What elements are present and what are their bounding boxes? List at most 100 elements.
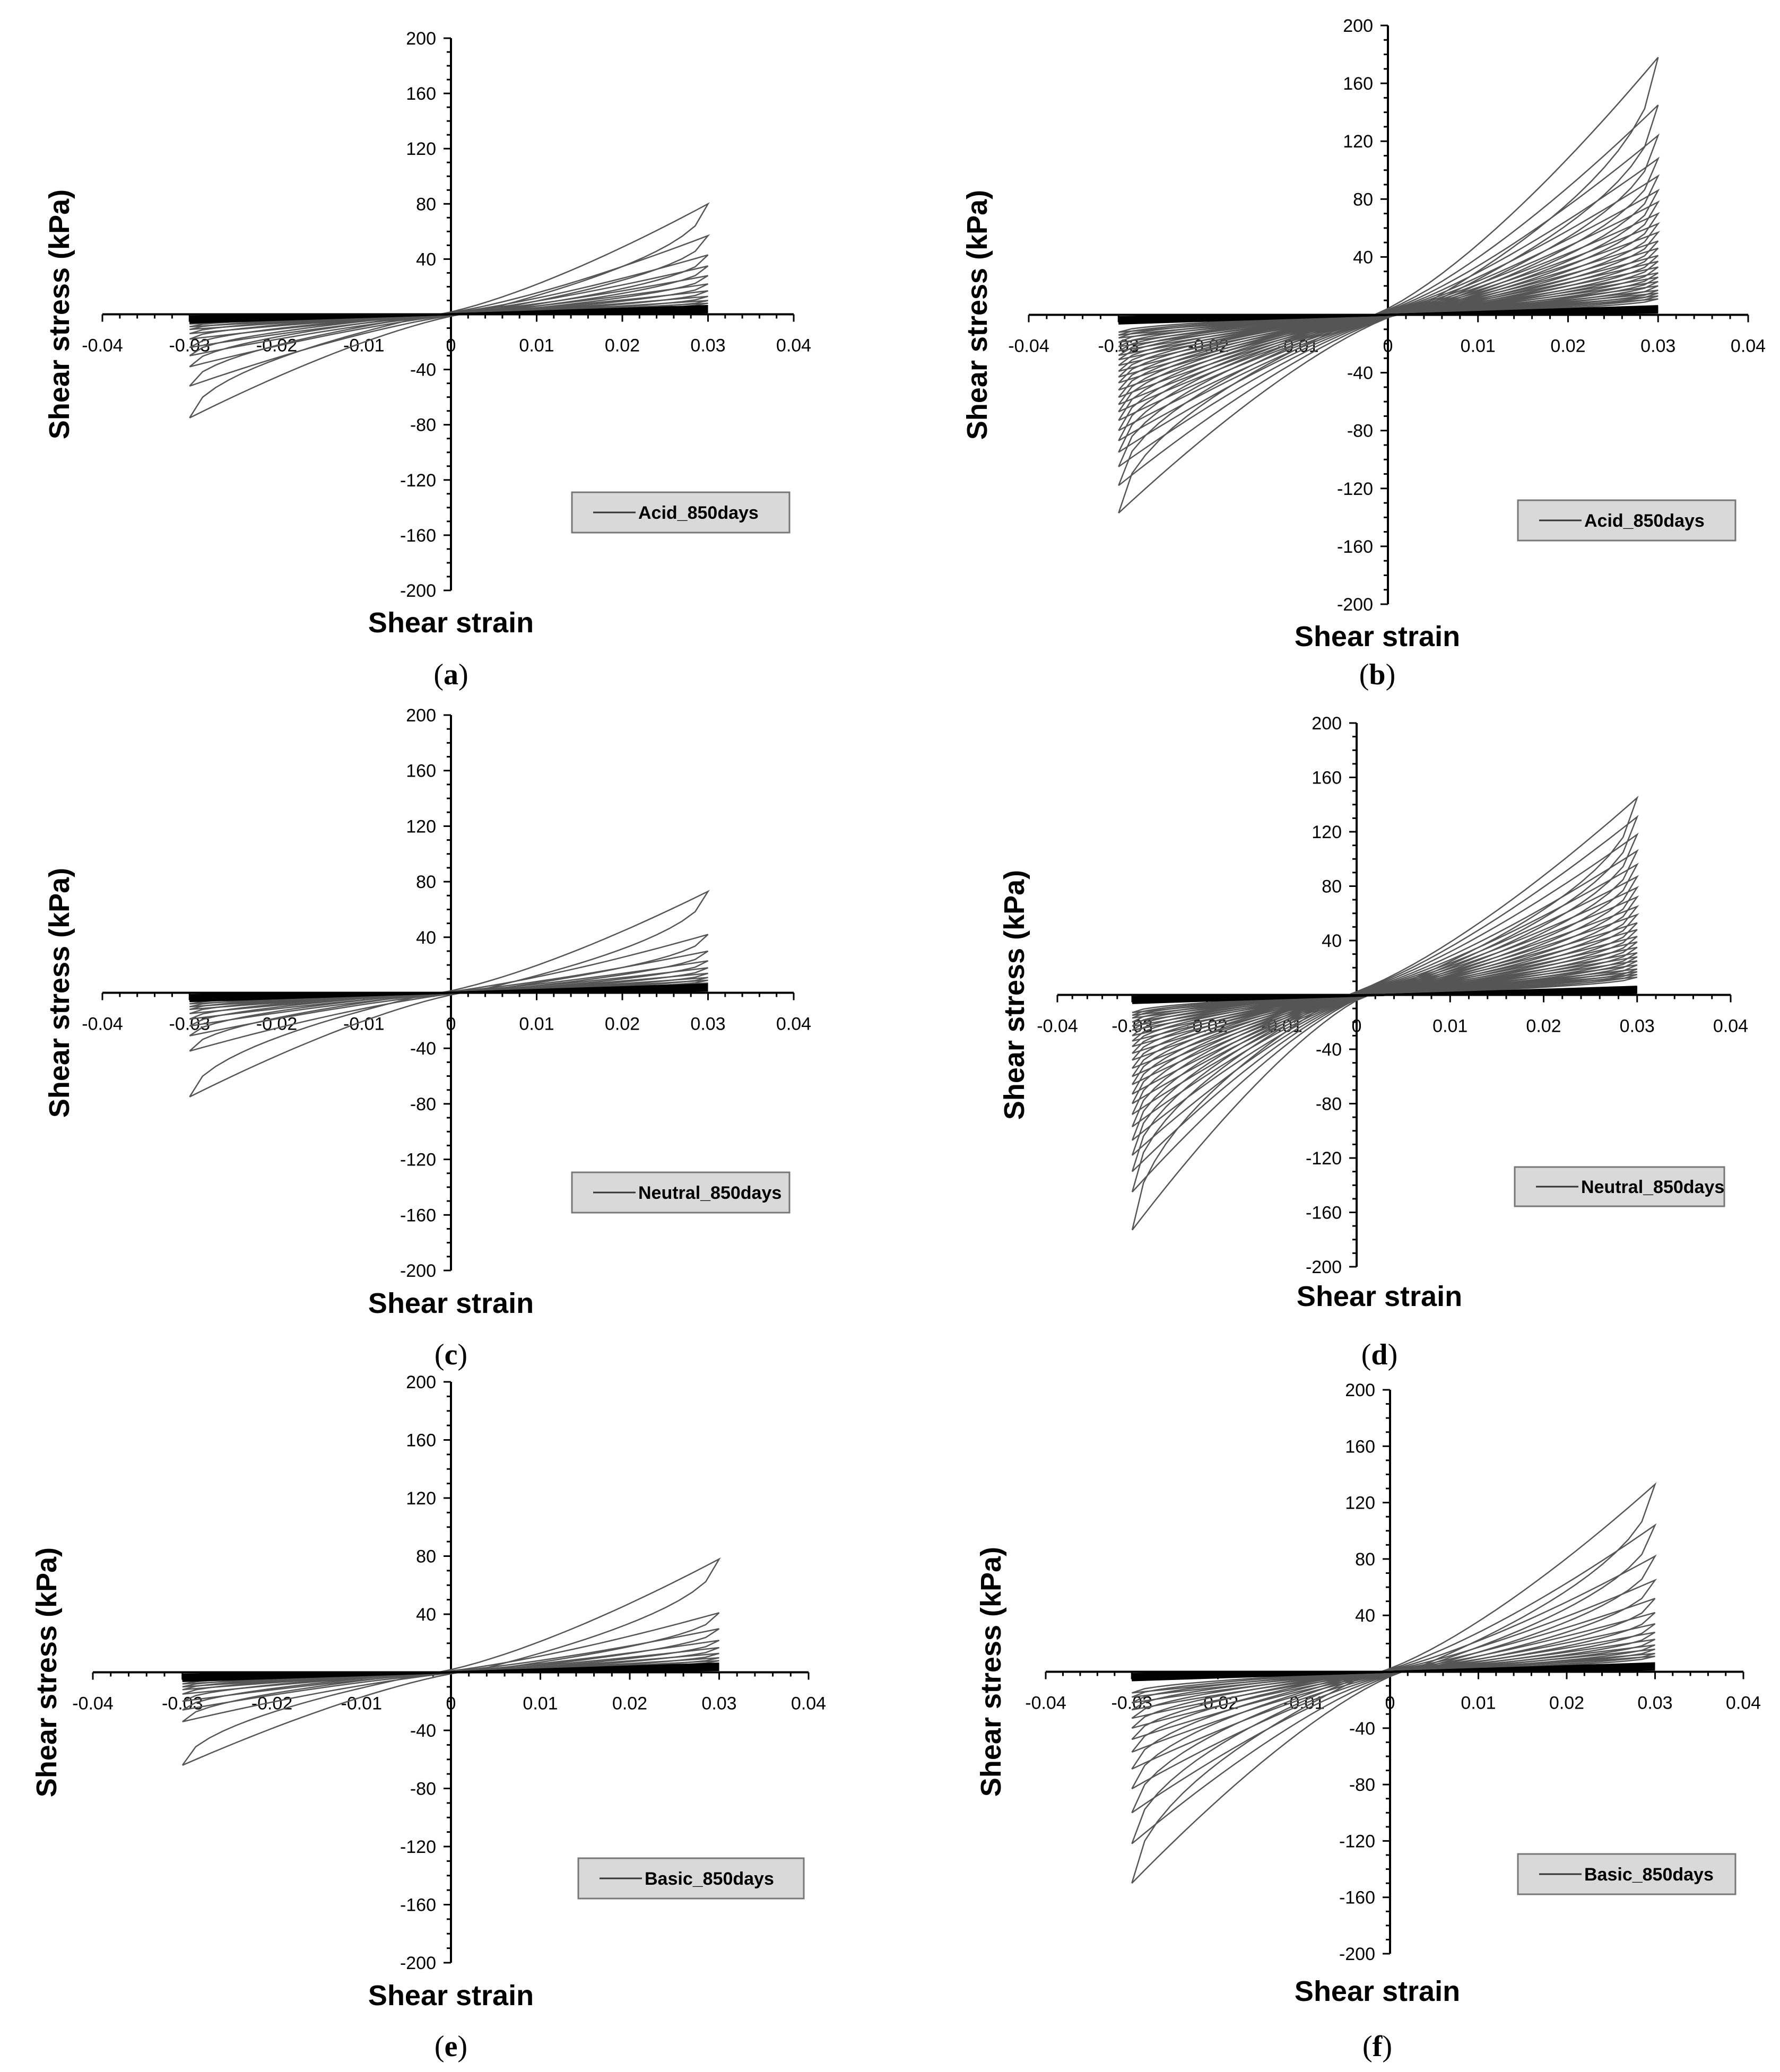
legend: Acid_850days [571,491,791,534]
panel-label: (b) [1359,658,1395,691]
x-tick-label: 0.01 [519,336,554,356]
x-tick-label: 0 [1352,1016,1362,1037]
hysteresis-loop [189,234,710,387]
x-tick-label: 0 [446,1694,456,1714]
chart-panel-f: -0.04 -0.03 -0.02 -0.01 0 0.01 0.02 0.03 0.04200… [975,1380,1761,2063]
hysteresis-loop [1131,1623,1656,1740]
y-tick-label: -200 [1306,1257,1342,1277]
x-tick-label: -0.04 [82,1014,123,1034]
x-tick-label: -0.04 [1037,1016,1078,1037]
x-tick-label: 0.03 [1620,1016,1655,1037]
x-tick-label: 0.04 [776,336,811,356]
x-axis-title: Shear strain [368,1980,534,2012]
y-axis-title: Shear stress (kPa) [961,190,993,440]
legend: Basic_850days [577,1857,805,1900]
y-tick-label: 80 [1355,1549,1375,1570]
y-tick-label: -200 [400,1953,436,1973]
y-tick-label: 80 [416,1547,436,1567]
hysteresis-loop [1131,814,1639,1192]
x-tick-label: 0.04 [791,1694,826,1714]
x-tick-label: 0.02 [612,1694,647,1714]
x-tick-label: 0.04 [776,1014,811,1034]
hysteresis-loop [1131,1554,1657,1814]
hysteresis-loop-small [189,989,708,996]
x-tick-label: 0.04 [1731,336,1766,356]
y-tick-label: -120 [400,471,436,491]
x-tick-label: 0.01 [1461,336,1496,356]
y-tick-label: 40 [1322,931,1342,951]
y-tick-label: -160 [400,526,436,546]
hysteresis-loop-small [1132,1668,1655,1675]
y-tick-label: 200 [406,706,436,726]
series-c [189,890,710,1098]
y-tick-label: -120 [1337,479,1373,499]
y-tick-label: -80 [1347,421,1373,441]
y-tick-label: -160 [1337,537,1373,557]
panel-label: (e) [435,2030,467,2063]
x-tick-label: -0.04 [1025,1693,1066,1713]
y-tick-label: 120 [1343,132,1373,152]
hysteresis-loop [189,890,710,1098]
y-tick-label: 40 [416,1605,436,1625]
hysteresis-loop [189,202,710,419]
x-tick-label: -0.01 [343,1014,385,1034]
chart-panel-a: -0.04 -0.03 -0.02 -0.01 0 0.01 0.02 0.03 0.04200… [44,29,811,691]
legend-label: Acid_850days [1584,511,1705,531]
y-tick-label: -160 [400,1895,436,1916]
y-tick-label: 160 [1345,1437,1375,1457]
y-tick-label: -120 [1339,1831,1375,1851]
series-d [1131,795,1639,1231]
x-tick-label: 0.03 [1640,336,1675,356]
y-tick-label: 80 [416,194,436,214]
y-axis-title: Shear stress (kPa) [44,189,75,439]
y-tick-label: -160 [400,1205,436,1225]
x-tick-label: 0.03 [690,1014,725,1034]
y-tick-label: 120 [1312,822,1342,842]
y-tick-label: -120 [1306,1148,1342,1169]
chart-panel-e: -0.04 -0.03 -0.02 -0.01 0 0.01 0.02 0.03 0.04200… [31,1372,826,2063]
legend-label: Neutral_850days [638,1183,782,1203]
y-tick-label: 160 [1312,768,1342,788]
y-tick-label: 200 [1345,1380,1375,1400]
series-a [189,202,710,419]
chart-panel-c: -0.04 -0.03 -0.02 -0.01 0 0.01 0.02 0.03 0.04200… [44,706,811,1371]
x-tick-label: 0.01 [1461,1693,1496,1713]
y-tick-label: -200 [1339,1944,1375,1964]
x-axis-title: Shear strain [1295,621,1460,652]
series-e [181,1557,721,1766]
y-tick-label: -120 [400,1150,436,1170]
hysteresis-loop-small [189,311,708,318]
hysteresis-loop [189,934,709,1052]
x-tick-label: 0.02 [605,336,640,356]
hysteresis-loop [1118,156,1660,453]
y-tick-label: -200 [400,581,436,601]
y-tick-label: -40 [1349,1719,1375,1739]
x-axis-title: Shear strain [1295,1975,1460,2007]
x-tick-label: 0.02 [1550,336,1585,356]
panel-label: (a) [433,658,468,691]
x-tick-label: 0.03 [1637,1693,1672,1713]
y-tick-label: 40 [1353,247,1373,267]
legend-label: Neutral_850days [1581,1177,1724,1197]
x-tick-label: 0.04 [1726,1693,1761,1713]
hysteresis-loop [1118,174,1660,441]
y-tick-label: 40 [416,249,436,269]
y-tick-label: -40 [410,360,436,380]
x-tick-label: -0.01 [343,336,385,356]
y-tick-label: 160 [406,84,436,104]
x-tick-label: 0.01 [1432,1016,1468,1037]
hysteresis-loop [1131,1578,1657,1790]
y-tick-label: -40 [1347,363,1373,384]
hysteresis-loop [181,1557,721,1766]
x-tick-label: -0.04 [82,336,123,356]
x-tick-label: 0 [446,1014,456,1034]
y-tick-label: 40 [1355,1606,1375,1626]
hysteresis-loop [1131,1523,1657,1844]
chart-panel-d: -0.04 -0.03 -0.02 -0.01 0 0.01 0.02 0.03 0.04200… [998,713,1748,1371]
y-tick-label: -120 [400,1837,436,1857]
panel-label: (d) [1361,1338,1397,1371]
y-tick-label: 120 [1345,1493,1375,1513]
hysteresis-loop [1131,1598,1656,1770]
y-tick-label: 200 [406,1372,436,1392]
y-tick-label: -80 [410,415,436,436]
